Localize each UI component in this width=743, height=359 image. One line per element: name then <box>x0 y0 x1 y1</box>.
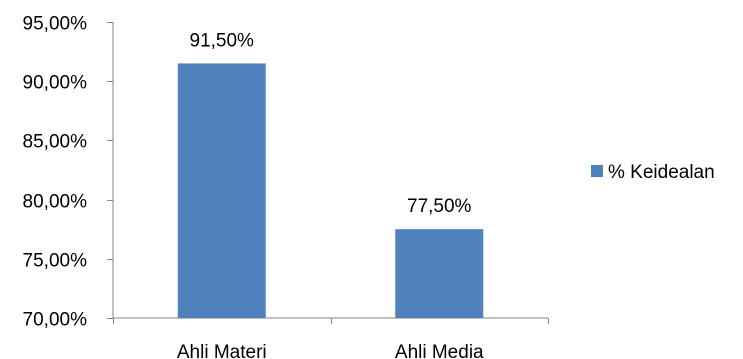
legend-label: % Keidealan <box>608 162 715 183</box>
x-tick-label: Ahli Media <box>395 342 484 359</box>
y-tick-label: 95,00% <box>23 14 88 35</box>
bar <box>395 229 484 318</box>
data-labels: 91,50% 77,50% <box>190 30 472 217</box>
y-tick-label: 90,00% <box>23 73 88 94</box>
x-tick-label: Ahli Materi <box>177 342 267 359</box>
data-label: 91,50% <box>190 30 255 51</box>
bar-series <box>177 63 484 318</box>
x-axis: Ahli Materi Ahli Media <box>113 317 549 359</box>
data-label: 77,50% <box>407 196 472 217</box>
legend-swatch <box>591 165 603 177</box>
y-tick-label: 85,00% <box>23 132 88 153</box>
y-tick-label: 70,00% <box>23 310 88 331</box>
y-axis: 70,00% 75,00% 80,00% 85,00% 90,00% 95,00% <box>23 14 114 331</box>
y-tick-label: 75,00% <box>23 251 88 272</box>
y-tick-label: 80,00% <box>23 192 88 213</box>
legend: % Keidealan <box>591 162 715 183</box>
bar <box>177 63 266 318</box>
